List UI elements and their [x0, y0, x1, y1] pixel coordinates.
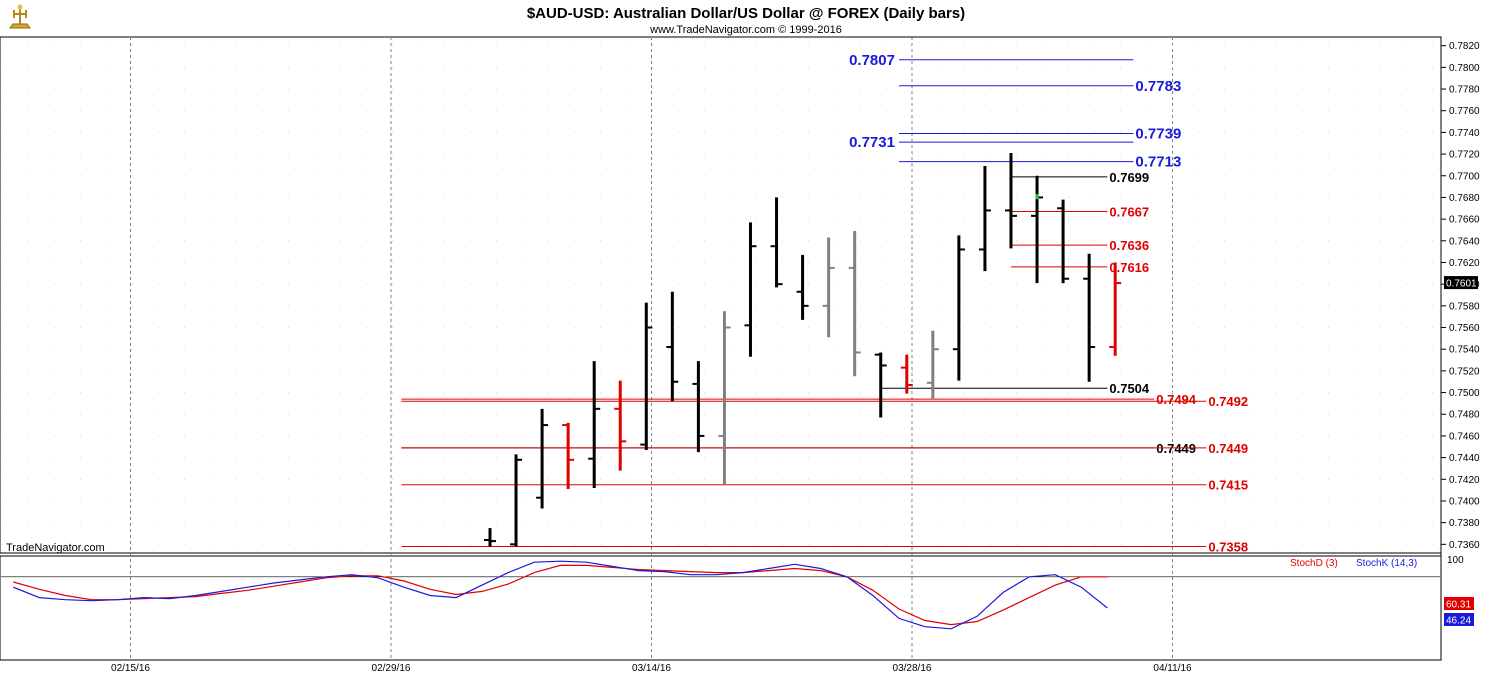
indicator-panel [0, 555, 1442, 661]
y-tick-label: 0.7660 [1449, 215, 1480, 226]
y-tick-label: 0.7700 [1449, 171, 1480, 182]
stoch-value-box [1444, 597, 1474, 610]
y-tick-label: 0.7360 [1449, 540, 1480, 551]
level-label: 0.7636 [1109, 238, 1149, 253]
date-axis[interactable]: 02/15/16 02/29/16 03/14/16 03/28/16 04/11/16 [111, 663, 1192, 674]
x-tick-label: 02/15/16 [111, 663, 150, 674]
level-label: 0.7492 [1208, 394, 1248, 409]
y-tick-label: 0.7800 [1449, 63, 1480, 74]
y-tick-label: 0.7760 [1449, 106, 1480, 117]
logo-icon [6, 3, 34, 33]
level-label: 0.7616 [1109, 260, 1149, 275]
stoch-axis-tick: 100 [1447, 555, 1464, 566]
x-tick-label: 04/11/16 [1153, 663, 1192, 674]
level-label: 0.7699 [1109, 170, 1149, 185]
x-tick-label: 03/28/16 [893, 663, 932, 674]
y-tick-label: 0.7740 [1449, 128, 1480, 139]
stoch-d-line [13, 564, 1108, 626]
level-label: 0.7415 [1208, 478, 1248, 493]
stochastic-lines: 60.31 46.24 [1, 560, 1474, 630]
y-tick-label: 0.7680 [1449, 193, 1480, 204]
stoch-k-legend: StochK (14,3) [1356, 558, 1417, 569]
level-label: 0.7504 [1109, 381, 1150, 396]
y-tick-label: 0.7820 [1449, 41, 1480, 52]
chart-title: $AUD-USD: Australian Dollar/US Dollar @ … [527, 5, 965, 22]
level-label: 0.7449 [1208, 441, 1248, 456]
last-price-box [1444, 276, 1478, 290]
y-tick-label: 0.7480 [1449, 410, 1480, 421]
y-tick-label: 0.7540 [1449, 345, 1480, 356]
y-tick-label: 0.7580 [1449, 301, 1480, 312]
y-tick-label: 0.7500 [1449, 388, 1480, 399]
level-label: 0.7358 [1208, 539, 1248, 554]
price-axis[interactable]: 0.7360 0.7380 0.7400 0.7420 0.7440 0.7460 0.74… [1441, 41, 1480, 551]
level-label: 0.7807 [849, 52, 895, 69]
y-tick-label: 0.7380 [1449, 518, 1480, 529]
stoch-k-line [13, 560, 1108, 630]
y-tick-label: 0.7560 [1449, 323, 1480, 334]
y-tick-label: 0.7620 [1449, 258, 1480, 269]
level-label: 0.7494 [1156, 392, 1197, 407]
y-tick-label: 0.7440 [1449, 453, 1480, 464]
y-tick-label: 0.7400 [1449, 496, 1480, 507]
y-tick-label: 0.7420 [1449, 475, 1480, 486]
price-panel [0, 36, 1442, 554]
level-label: 0.7731 [849, 134, 895, 151]
stoch-value-label: 46.24 [1446, 616, 1471, 627]
level-label: 0.7783 [1135, 78, 1181, 95]
grid [2, 37, 1440, 660]
last-price-label: 0.7601 [1446, 279, 1477, 290]
x-tick-label: 02/29/16 [372, 663, 411, 674]
highlight-marker [1035, 194, 1039, 200]
x-tick-label: 03/14/16 [632, 663, 671, 674]
stoch-value-box [1444, 613, 1474, 626]
y-tick-label: 0.7720 [1449, 150, 1480, 161]
y-tick-label: 0.7460 [1449, 431, 1480, 442]
level-label: 0.7713 [1135, 154, 1181, 171]
stoch-value-label: 60.31 [1446, 600, 1471, 611]
stoch-d-legend: StochD (3) [1290, 558, 1338, 569]
level-label: 0.7739 [1135, 125, 1181, 142]
level-label: 0.7667 [1109, 205, 1149, 220]
y-tick-label: 0.7640 [1449, 236, 1480, 247]
y-tick-label: 0.7520 [1449, 366, 1480, 377]
chart-subtitle: www.TradeNavigator.com © 1999-2016 [649, 24, 842, 36]
y-tick-label: 0.7780 [1449, 85, 1480, 96]
price-bars [483, 152, 1122, 547]
watermark: TradeNavigator.com [6, 542, 105, 554]
